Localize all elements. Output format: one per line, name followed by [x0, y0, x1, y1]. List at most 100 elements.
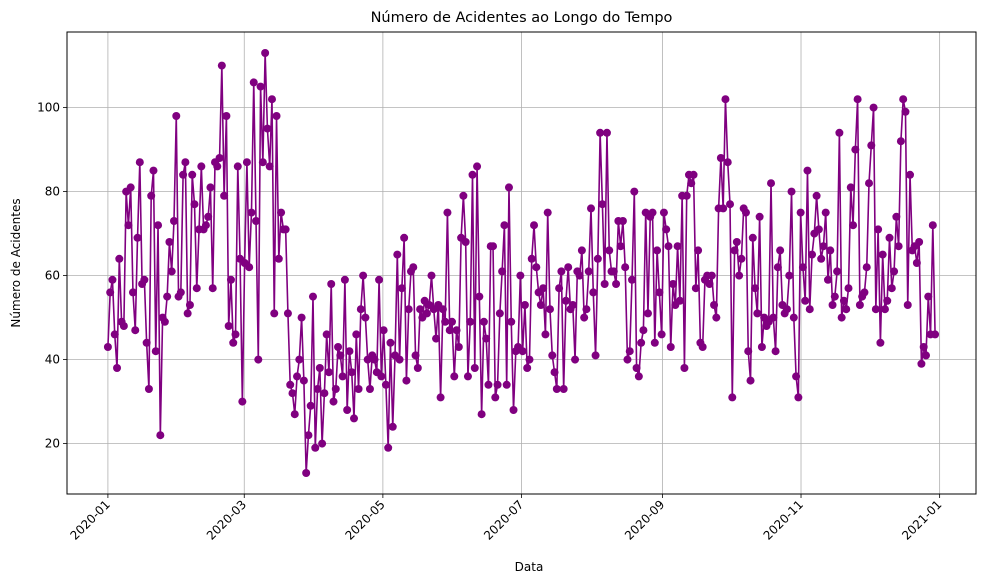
data-point — [261, 49, 270, 57]
data-point — [206, 183, 215, 192]
data-point — [311, 443, 320, 452]
data-point — [746, 376, 755, 385]
data-point — [252, 217, 261, 225]
series-line — [107, 52, 936, 474]
data-point — [329, 397, 338, 406]
data-point — [849, 221, 858, 230]
data-point — [183, 309, 192, 318]
data-point — [589, 288, 598, 297]
data-point — [844, 284, 853, 293]
data-point — [853, 95, 862, 104]
data-point — [694, 246, 703, 255]
y-tick-label: 100 — [37, 101, 60, 115]
data-point — [297, 313, 306, 322]
data-point — [860, 288, 869, 297]
data-point — [466, 317, 475, 326]
data-point — [160, 317, 169, 326]
data-point — [561, 296, 570, 305]
data-point — [801, 296, 810, 305]
data-point — [181, 158, 190, 167]
data-point — [281, 225, 290, 234]
data-point — [899, 95, 908, 104]
data-point — [459, 191, 468, 200]
data-point — [274, 254, 283, 263]
data-point — [495, 309, 504, 318]
data-point — [896, 137, 905, 146]
data-point — [871, 305, 880, 314]
data-point — [639, 326, 648, 335]
data-point — [320, 389, 329, 398]
data-point — [602, 128, 611, 137]
data-point — [798, 263, 807, 272]
data-point — [409, 263, 418, 272]
data-point — [484, 380, 493, 389]
y-tick-label: 80 — [45, 185, 60, 199]
data-point — [489, 242, 498, 251]
data-point — [422, 309, 431, 318]
data-point — [318, 439, 327, 448]
data-point — [921, 351, 930, 360]
data-point — [388, 422, 397, 431]
data-point — [327, 280, 336, 288]
data-point — [204, 212, 213, 221]
data-point — [719, 204, 728, 213]
data-point — [901, 107, 910, 116]
data-point — [917, 359, 926, 368]
data-point — [308, 292, 317, 301]
data-point — [655, 288, 664, 297]
data-point — [842, 305, 851, 314]
data-point — [463, 372, 472, 381]
data-point — [536, 301, 545, 309]
data-point — [149, 166, 158, 175]
data-point — [245, 263, 254, 272]
data-point — [621, 263, 630, 272]
data-point — [880, 305, 889, 314]
data-point — [343, 406, 352, 414]
data-point — [197, 162, 206, 171]
data-point — [242, 158, 251, 167]
data-point — [263, 124, 272, 133]
data-point — [682, 191, 691, 200]
data-point — [735, 271, 744, 280]
data-point — [238, 397, 247, 406]
data-point — [288, 389, 297, 398]
data-point — [272, 112, 281, 120]
data-point — [461, 238, 470, 246]
data-point — [108, 275, 117, 284]
data-point — [785, 271, 794, 280]
data-point — [498, 267, 507, 276]
data-point — [482, 334, 491, 343]
data-point — [906, 170, 915, 179]
data-point — [643, 309, 652, 318]
data-point — [270, 309, 279, 318]
data-point — [518, 347, 527, 356]
data-point — [564, 263, 573, 272]
data-point — [411, 351, 420, 360]
data-point — [657, 330, 666, 339]
data-point — [707, 271, 716, 280]
data-point — [254, 355, 263, 364]
data-point — [293, 372, 302, 381]
data-point — [730, 246, 739, 255]
data-point — [541, 330, 550, 339]
data-point — [591, 351, 600, 360]
data-point — [229, 338, 238, 347]
data-point — [131, 326, 140, 335]
data-point — [796, 208, 805, 217]
data-point — [516, 271, 525, 280]
data-point — [903, 301, 912, 309]
data-point — [625, 347, 634, 356]
data-point — [224, 322, 233, 330]
data-point — [712, 313, 721, 322]
data-point — [812, 191, 821, 200]
data-point — [110, 330, 119, 339]
y-tick-label: 40 — [45, 353, 60, 367]
data-point — [659, 208, 668, 217]
data-point — [192, 284, 201, 293]
data-point — [869, 103, 878, 112]
data-point — [441, 317, 450, 326]
data-point — [113, 364, 122, 372]
data-point — [397, 284, 406, 293]
data-point — [352, 330, 361, 339]
data-point — [500, 221, 509, 230]
